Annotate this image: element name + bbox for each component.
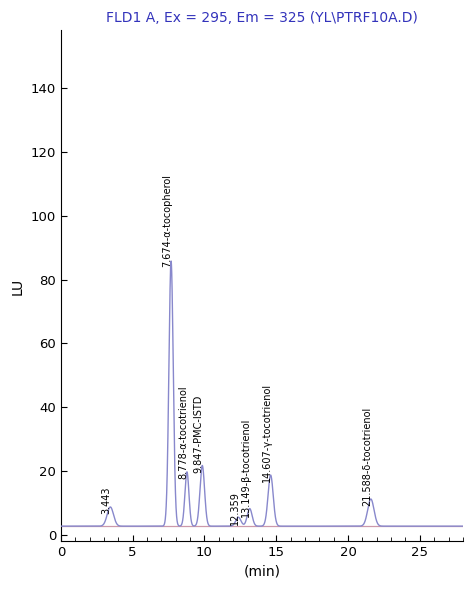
Text: 8.778-α-tocotrienol: 8.778-α-tocotrienol: [178, 386, 188, 479]
Text: 12.359: 12.359: [229, 491, 239, 525]
Text: 3.443: 3.443: [101, 487, 111, 514]
Text: 13.149-β-tocotrienol: 13.149-β-tocotrienol: [241, 417, 251, 517]
Title: FLD1 A, Ex = 295, Em = 325 (YL\PTRF10A.D): FLD1 A, Ex = 295, Em = 325 (YL\PTRF10A.D…: [106, 11, 418, 25]
Text: 7.674-α-tocopherol: 7.674-α-tocopherol: [162, 174, 172, 267]
Text: 9.847-PMC-ISTD: 9.847-PMC-ISTD: [193, 395, 203, 473]
Text: 14.607-γ-tocotrienol: 14.607-γ-tocotrienol: [262, 384, 272, 483]
Y-axis label: LU: LU: [11, 277, 25, 294]
X-axis label: (min): (min): [243, 565, 281, 579]
Text: 21.588-δ-tocotrienol: 21.588-δ-tocotrienol: [362, 407, 372, 506]
